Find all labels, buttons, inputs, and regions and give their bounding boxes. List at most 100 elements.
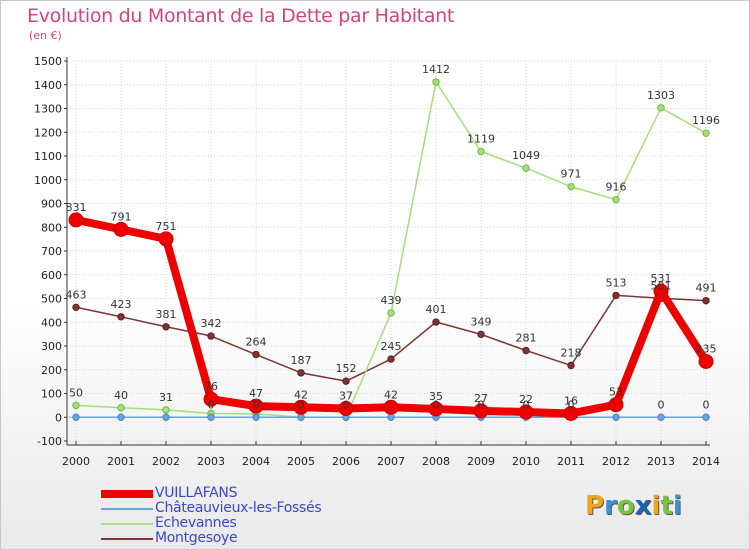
x-tick-label: 2006	[332, 455, 360, 468]
data-label-echevannes: 40	[114, 389, 128, 402]
legend-swatch	[101, 508, 153, 510]
data-point-ch-teauvieux-les-foss-s	[657, 413, 665, 421]
data-label-montgesoye: 152	[336, 362, 357, 375]
data-point-vuillafans	[248, 398, 264, 414]
data-labels: 831 791 751 76 47 42 37 42 35 27 22 16 53 531 235 0 0 0 0 0…	[66, 63, 721, 411]
data-point-vuillafans	[113, 221, 129, 237]
data-point-vuillafans	[203, 391, 219, 407]
y-axis-unit: (en €)	[29, 29, 62, 42]
y-tick-label: 1500	[34, 55, 62, 68]
data-label-montgesoye: 463	[66, 288, 87, 301]
data-point-vuillafans	[428, 401, 444, 417]
logo-letter: r	[604, 491, 617, 521]
x-tick-label: 2009	[467, 455, 495, 468]
y-tick-label: 900	[41, 198, 62, 211]
x-tick-label: 2003	[197, 455, 225, 468]
data-label-ch-teauvieux-les-foss-s: 0	[298, 398, 305, 411]
data-point-echevannes	[522, 164, 530, 172]
data-label-vuillafans: 531	[651, 272, 672, 285]
data-point-montgesoye	[567, 361, 575, 370]
data-point-ch-teauvieux-les-foss-s	[387, 413, 395, 421]
data-point-echevannes	[612, 196, 620, 204]
data-point-vuillafans	[158, 231, 174, 247]
legend-label: VUILLAFANS	[155, 485, 238, 501]
series-lines	[68, 78, 714, 421]
data-label-ch-teauvieux-les-foss-s: 0	[658, 398, 665, 411]
data-label-ch-teauvieux-les-foss-s: 0	[568, 398, 575, 411]
data-point-echevannes	[162, 406, 170, 414]
data-label-vuillafans: 791	[111, 210, 132, 223]
x-tick-label: 2008	[422, 455, 450, 468]
data-label-vuillafans: 831	[66, 201, 87, 214]
data-label-montgesoye: 281	[516, 332, 537, 345]
y-tick-label: 1100	[34, 150, 62, 163]
data-label-vuillafans: 42	[294, 388, 308, 401]
data-point-montgesoye	[702, 296, 710, 305]
data-point-ch-teauvieux-les-foss-s	[252, 413, 260, 421]
data-label-vuillafans: 751	[156, 220, 177, 233]
legend-swatch	[101, 490, 153, 498]
data-point-montgesoye	[342, 377, 350, 385]
data-label-vuillafans: 37	[339, 389, 353, 402]
data-label-montgesoye: 513	[606, 276, 627, 289]
data-point-vuillafans	[653, 283, 669, 299]
data-point-ch-teauvieux-les-foss-s	[162, 413, 170, 421]
data-label-vuillafans: 47	[249, 387, 263, 400]
logo-letter: x	[634, 491, 652, 521]
data-label-montgesoye: 264	[246, 336, 267, 349]
y-tick-label: 700	[41, 245, 62, 258]
data-point-vuillafans	[563, 405, 579, 421]
data-label-echevannes: 1196	[692, 114, 720, 127]
data-point-ch-teauvieux-les-foss-s	[612, 413, 620, 421]
x-tick-label: 2007	[377, 455, 405, 468]
data-point-montgesoye	[612, 291, 620, 300]
y-tick-label: 1300	[34, 103, 62, 116]
data-label-ch-teauvieux-les-foss-s: 0	[253, 398, 260, 411]
data-label-ch-teauvieux-les-foss-s: 0	[343, 398, 350, 411]
y-tick-label: 600	[41, 269, 62, 282]
data-label-montgesoye: 342	[201, 317, 222, 330]
y-tick-label: 100	[41, 388, 62, 401]
data-label-echevannes: 916	[606, 181, 627, 194]
legend-label: Montgesoye	[155, 530, 238, 546]
data-label-vuillafans: 22	[519, 393, 533, 406]
logo-letter: o	[616, 491, 635, 521]
y-tick-label: 1200	[34, 126, 62, 139]
x-tick-label: 2004	[242, 455, 270, 468]
data-label-ch-teauvieux-les-foss-s: 0	[523, 398, 530, 411]
data-label-echevannes: 971	[561, 168, 582, 181]
data-label-montgesoye: 501	[651, 279, 672, 292]
data-label-ch-teauvieux-les-foss-s: 0	[433, 398, 440, 411]
data-label-echevannes: 31	[159, 391, 173, 404]
logo-letter: t	[660, 491, 673, 521]
y-tick-label: 200	[41, 364, 62, 377]
data-label-vuillafans: 42	[384, 388, 398, 401]
data-label-echevannes: 50	[69, 386, 83, 399]
data-point-vuillafans	[608, 397, 624, 413]
data-point-montgesoye	[162, 323, 170, 331]
data-label-montgesoye: 381	[156, 308, 177, 321]
grid	[67, 60, 710, 442]
data-point-montgesoye	[387, 355, 395, 363]
data-point-ch-teauvieux-les-foss-s	[117, 413, 125, 421]
data-label-vuillafans: 76	[204, 380, 218, 393]
data-point-montgesoye	[297, 369, 305, 377]
data-point-echevannes	[657, 104, 665, 112]
data-label-echevannes: 1119	[467, 132, 495, 145]
y-tick-label: 1400	[34, 79, 62, 92]
legend-swatch	[101, 523, 153, 525]
logo-letter: i	[651, 491, 661, 521]
data-point-echevannes	[432, 78, 440, 86]
x-tick-label: 2012	[602, 455, 630, 468]
data-label-vuillafans: 27	[474, 392, 488, 405]
data-label-ch-teauvieux-les-foss-s: 0	[478, 398, 485, 411]
data-label-ch-teauvieux-les-foss-s: 0	[703, 398, 710, 411]
data-point-vuillafans	[698, 353, 714, 369]
x-tick-label: 2005	[287, 455, 315, 468]
data-point-echevannes	[117, 404, 125, 412]
data-point-montgesoye	[252, 350, 260, 359]
data-point-vuillafans	[338, 400, 354, 416]
data-point-ch-teauvieux-les-foss-s	[72, 413, 80, 421]
